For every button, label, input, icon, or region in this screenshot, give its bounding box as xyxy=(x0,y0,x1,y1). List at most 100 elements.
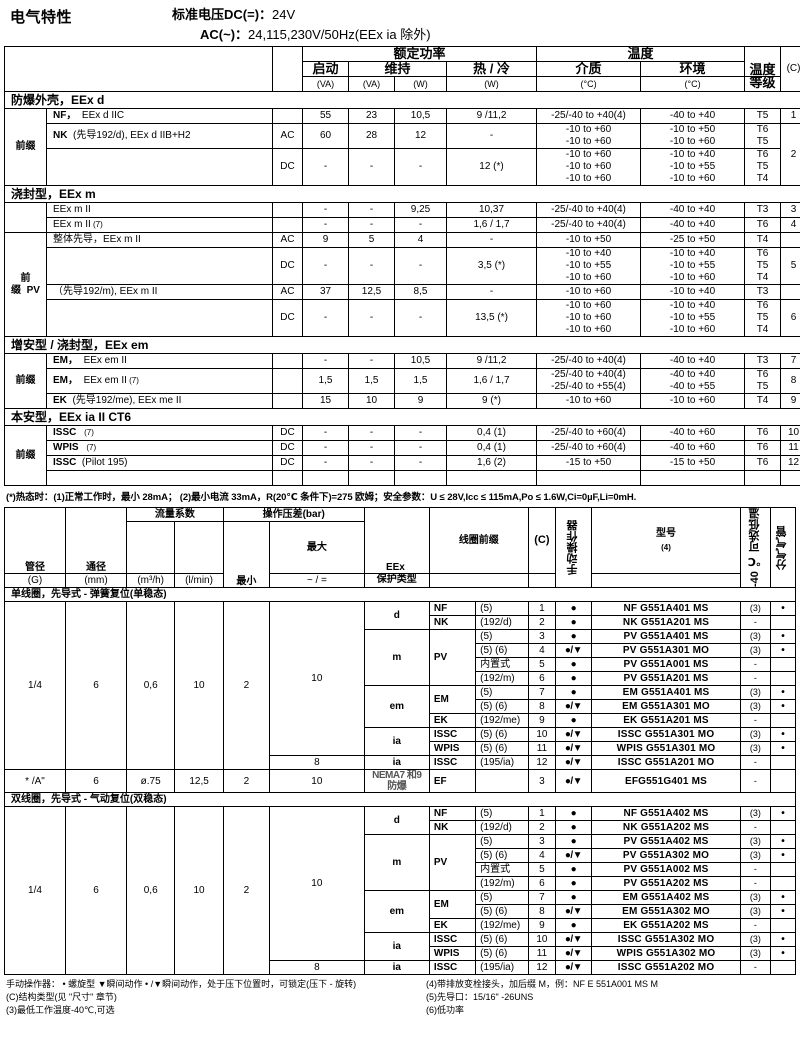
single-nema-airhead xyxy=(769,769,797,794)
single-lowtemp-0: (3) xyxy=(740,601,771,617)
acdc-9 xyxy=(272,353,303,369)
double-manual-2: ● xyxy=(555,834,592,850)
c-spacer xyxy=(527,573,557,589)
start-4: - xyxy=(302,217,349,233)
single-nema-c: 3 xyxy=(527,769,557,794)
hold-0: 23 xyxy=(348,108,395,124)
single-eex-11: ia xyxy=(363,755,430,771)
single-manual-11: ●/▼ xyxy=(555,755,592,771)
single-pipe-size: 1/4 xyxy=(4,601,66,771)
single-pmax-alt: 8 xyxy=(269,755,365,771)
power-w-6: - xyxy=(394,247,447,285)
power-w-5: 4 xyxy=(394,232,447,248)
single-prefix-10: WPIS xyxy=(428,741,477,757)
coil-desc-14: ISSC (Pilot 195) xyxy=(46,455,273,471)
air-head-header-label: 分气气管 xyxy=(776,525,789,570)
single-airhead-8 xyxy=(769,713,797,729)
double-airhead-6: • xyxy=(769,890,797,906)
coil-type-14: (Pilot 195) xyxy=(81,457,128,468)
double-codes-11: (195/ia) xyxy=(475,960,529,976)
coil-desc-1: NK (先导192/d), EEx d IIB+H2 xyxy=(46,123,273,149)
hold-14: - xyxy=(348,455,395,471)
double-model-4: PV G551A002 MS xyxy=(590,862,742,878)
spacer-8 xyxy=(780,470,800,486)
double-model-6: EM G551A402 MS xyxy=(590,890,742,906)
double-eex-6: em xyxy=(363,890,430,934)
temp-class-1: T6 T5 xyxy=(744,123,782,149)
single-c-11: 12 xyxy=(527,755,557,771)
table-row: NK (192/d) 2 ● NK G551A201 MS - xyxy=(5,615,797,631)
hold-13: - xyxy=(348,440,395,456)
spacer-5 xyxy=(536,470,642,486)
hotcold-w-13: 0,4 (1) xyxy=(445,440,538,456)
single-codes-0: (5) xyxy=(475,601,529,617)
hold-12: - xyxy=(348,425,395,441)
table-row: (5) (6) 4 ●/▼ PV G551A301 MO (3) • xyxy=(5,643,797,659)
temp-class-10: T6 T5 xyxy=(744,368,782,394)
double-codes-2: (5) xyxy=(475,834,529,850)
single-model-4: PV G551A001 MS xyxy=(590,657,742,673)
c-12: 10 xyxy=(780,425,800,441)
ambient-0: -40 to +40 xyxy=(640,108,746,124)
double-manual-10: ●/▼ xyxy=(555,946,592,962)
acdc-7: AC xyxy=(272,284,303,300)
double-codes-8: (192/me) xyxy=(475,918,529,934)
start-8: - xyxy=(302,299,349,337)
single-manual-4: ● xyxy=(555,657,592,673)
table-row: em EM (5) 7 ● EM G551A401 MS (3) • xyxy=(5,685,797,729)
hotcold-w-1: - xyxy=(445,123,538,149)
ambient-12: -40 to +60 xyxy=(640,425,746,441)
double-prefix-1: NK xyxy=(428,820,477,836)
double-model-5: PV G551A202 MS xyxy=(590,876,742,892)
table-row: (5) (6) 8 ●/▼ EM G551A302 MO (3) • xyxy=(5,904,797,920)
double-prefix-11: ISSC xyxy=(428,960,477,976)
double-lowtemp-3: (3) xyxy=(740,848,771,864)
start-header: 启动 xyxy=(302,61,349,77)
double-codes-7: (5) (6) xyxy=(475,904,529,920)
double-airhead-10: • xyxy=(769,946,797,962)
double-codes-1: (192/d) xyxy=(475,820,529,836)
spacer-2 xyxy=(348,470,395,486)
c-9: 7 xyxy=(780,353,800,369)
start-0: 55 xyxy=(302,108,349,124)
c-14: 12 xyxy=(780,455,800,471)
ambient-3: -40 to +40 xyxy=(640,202,746,218)
medium-7: -10 to +60 xyxy=(536,284,642,300)
pressure-max-sub: ~ / = xyxy=(269,573,365,589)
table-row: (192/m) 6 ● PV G551A201 MS - xyxy=(5,671,797,687)
double-model-0: NF G551A402 MS xyxy=(590,806,742,822)
double-codes-0: (5) xyxy=(475,806,529,822)
coil-type-10: EEx em II xyxy=(83,375,127,386)
temperature-header: 温度 xyxy=(536,46,746,62)
double-c-9: 10 xyxy=(527,932,557,948)
single-manual-10: ●/▼ xyxy=(555,741,592,757)
flow-unit-2: (l/min) xyxy=(174,573,224,589)
coil-sup-13: (7) xyxy=(84,443,97,452)
table-row: ia ISSC (5) (6) 10 ●/▼ ISSC G551A301 MO (3) • xyxy=(5,727,797,757)
double-lowtemp-11: - xyxy=(740,960,771,976)
power-w-12: - xyxy=(394,425,447,441)
notes-left-column: 手动操作器： • 螺旋型 ▼瞬间动作 • /▼瞬间动作，处于压下位置时，可锁定(… xyxy=(4,978,426,1017)
coil-code-10: EM， xyxy=(53,375,78,386)
single-bore: 6 xyxy=(65,601,127,771)
medium-3: -25/-40 to +40(4) xyxy=(536,202,642,218)
ambient-1: -10 to +50 -10 to +60 xyxy=(640,123,746,149)
single-lowtemp-8: - xyxy=(740,713,771,729)
double-codes-5: (192/m) xyxy=(475,876,529,892)
double-prefix-10: WPIS xyxy=(428,946,477,962)
unit-header-2: (W) xyxy=(394,76,447,92)
unit-header-1: (VA) xyxy=(348,76,395,92)
single-pmax: 10 xyxy=(269,601,365,757)
spacer-0 xyxy=(272,470,303,486)
single-prefix-1: NK xyxy=(428,615,477,631)
temp-class-header: 温度 xyxy=(744,46,782,77)
single-manual-5: ● xyxy=(555,671,592,687)
acdc-4 xyxy=(272,217,303,233)
band-eex-em: 增安型 / 浇封型，EEx em xyxy=(3,336,800,354)
temp-class-6: T6 T5 T4 xyxy=(744,247,782,285)
double-airhead-3: • xyxy=(769,848,797,864)
single-airhead-0: • xyxy=(769,601,797,617)
acdc-3 xyxy=(272,202,303,218)
manual-operator-header: 手动操作器 xyxy=(555,506,592,589)
start-2: - xyxy=(302,148,349,186)
